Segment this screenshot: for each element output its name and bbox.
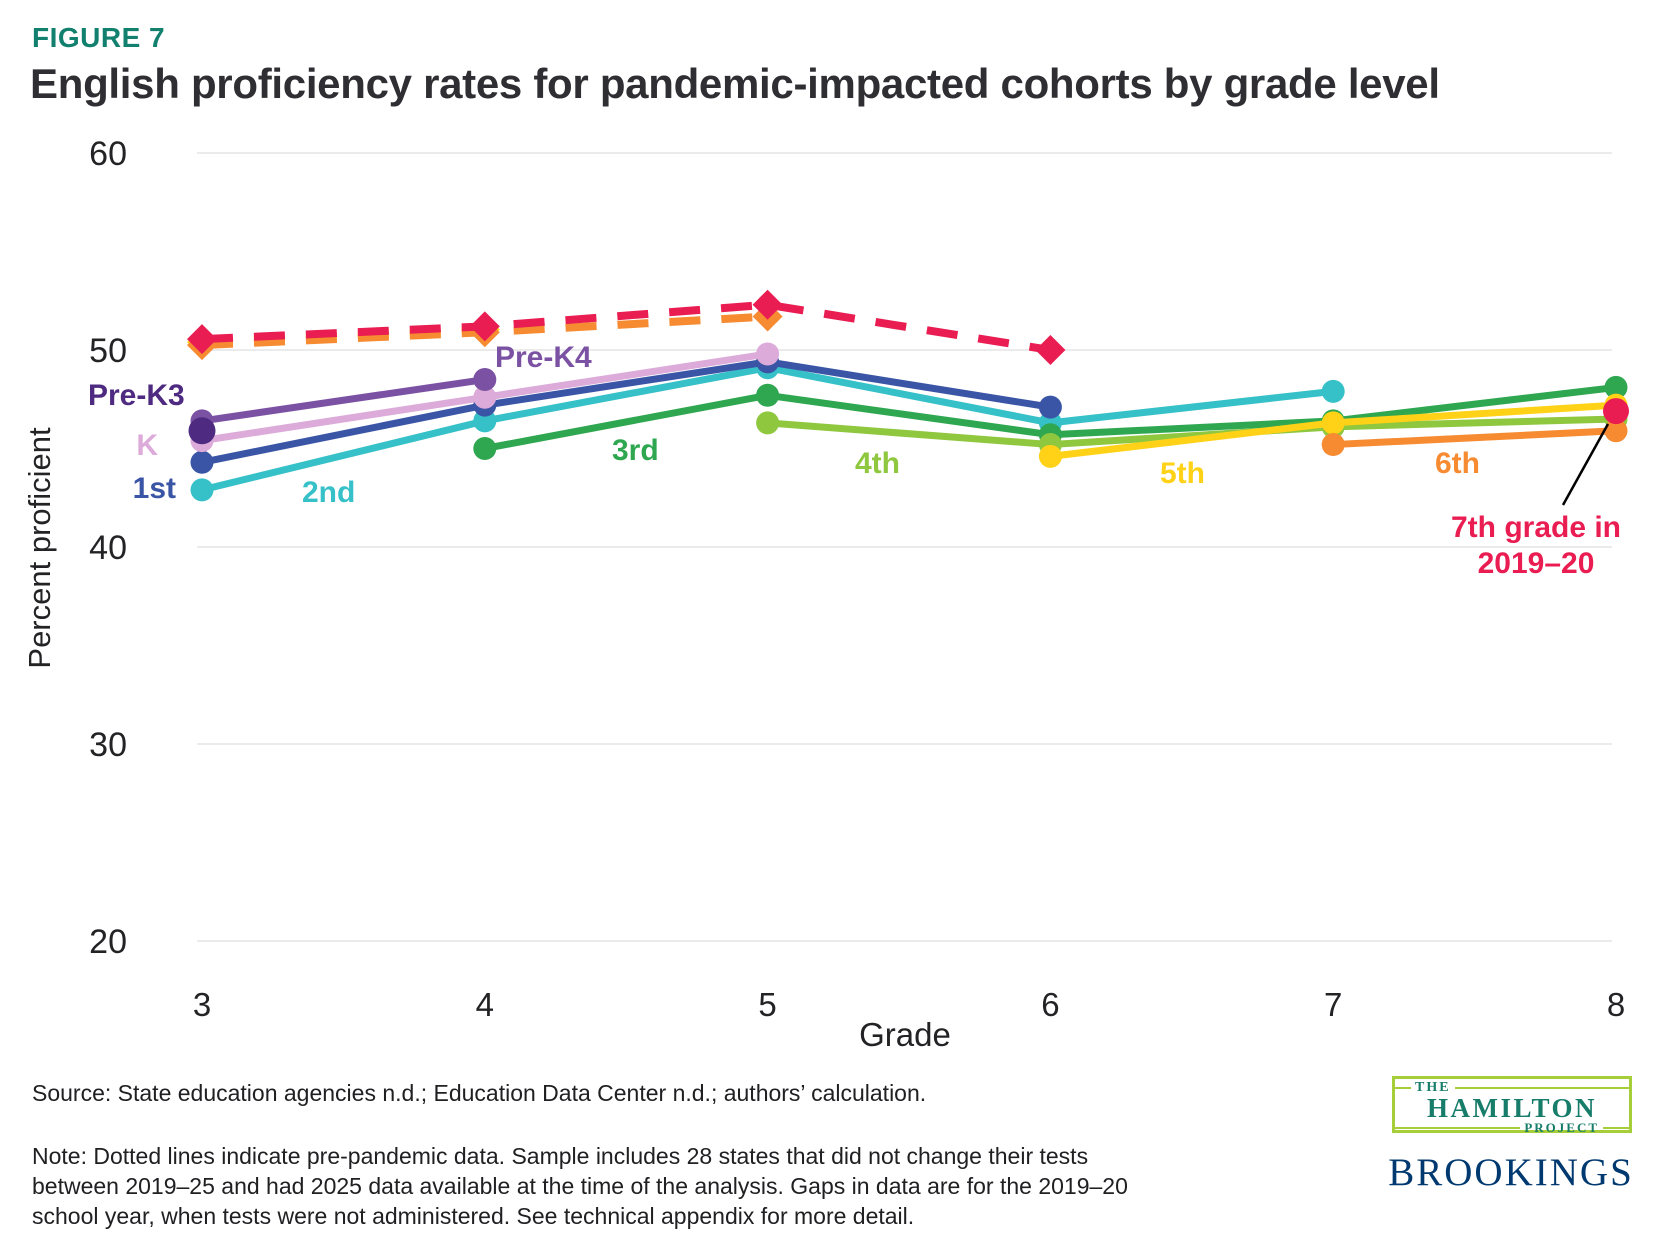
- annotation-text-line-2: 2019–20: [1478, 547, 1595, 580]
- series-dot-marker-3rd: [1604, 375, 1628, 399]
- annotation-leader-line: [1561, 423, 1610, 506]
- page-title: English proficiency rates for pandemic-i…: [30, 60, 1440, 107]
- series-dot-marker-3rd: [756, 383, 780, 407]
- series-dot-marker-pre-k4: [473, 368, 497, 392]
- series-label-pre-k3: Pre-K3: [88, 379, 185, 412]
- series-dot-marker-2nd: [190, 478, 214, 502]
- series-diamond-marker-7th-grade-in-2019-20: [187, 324, 217, 355]
- y-tick-label-60: 60: [89, 135, 127, 173]
- series-label-5th: 5th: [1160, 457, 1205, 490]
- series-diamond-marker-7th-grade-in-2019-20: [752, 289, 783, 320]
- series-label-1st: 1st: [133, 472, 176, 505]
- y-tick-label-20: 20: [89, 923, 127, 961]
- note-text: Note: Dotted lines indicate pre-pandemic…: [32, 1141, 1128, 1231]
- series-dot-marker-4th: [756, 411, 780, 435]
- series-line-4th: [764, 415, 1620, 449]
- note-line-2: between 2019–25 and had 2025 data availa…: [32, 1173, 1128, 1199]
- logo-rule: [1454, 1087, 1629, 1089]
- series-dot-marker-7th-grade-in-2019-20: [1603, 398, 1629, 425]
- x-axis-title: Grade: [859, 1016, 951, 1053]
- series-dot-marker-k: [756, 342, 780, 366]
- x-tick-label-6: 6: [1041, 986, 1059, 1023]
- hamilton-project-logo: THE HAMILTON PROJECT: [1392, 1076, 1632, 1136]
- hamilton-logo-the-row: THE: [1395, 1080, 1629, 1096]
- chart-canvas: 20 30 40 50 60 3 4 5 6 7 8 Grade Percent proficient 2…: [22, 135, 1629, 1053]
- note-line-1: Note: Dotted lines indicate pre-pandemic…: [32, 1143, 1089, 1169]
- figure-label: FIGURE 7: [32, 22, 166, 53]
- series-label-4th: 4th: [855, 447, 900, 480]
- source-text: Source: State education agencies n.d.; E…: [32, 1080, 927, 1106]
- series-dot-marker-1st: [190, 450, 214, 474]
- y-tick-label-30: 30: [89, 726, 127, 764]
- x-tick-label-3: 3: [193, 986, 211, 1023]
- brookings-logo: BROOKINGS: [1388, 1151, 1634, 1194]
- hamilton-logo-name: HAMILTON: [1426, 1093, 1598, 1123]
- series-dot-marker-1st: [1038, 395, 1062, 419]
- x-tick-label-4: 4: [476, 986, 494, 1023]
- y-tick-label-50: 50: [89, 332, 127, 370]
- y-axis-title: Percent proficient: [22, 427, 57, 669]
- annotation-text-line-1: 7th grade in: [1451, 511, 1621, 544]
- hamilton-logo-the: THE: [1415, 1080, 1451, 1095]
- series-diamond-marker-7th-grade-in-2019-20: [1035, 335, 1066, 365]
- series-dashed-line-5th: [201, 325, 485, 347]
- logo-rule: [1395, 1087, 1411, 1089]
- series-dot-marker-5th: [1321, 411, 1345, 435]
- y-tick-label-40: 40: [89, 529, 127, 567]
- x-tick-label-8: 8: [1607, 986, 1625, 1023]
- x-tick-label-7: 7: [1324, 986, 1342, 1023]
- series-line-1st: [198, 358, 1054, 466]
- series-dot-marker-6th: [1321, 433, 1345, 457]
- series-label-6th: 6th: [1435, 447, 1480, 480]
- series-diamond-marker-7th-grade-in-2019-20: [469, 311, 500, 342]
- series-line-6th: [1329, 427, 1620, 449]
- series-dot-marker-2nd: [473, 409, 497, 433]
- series-dot-marker-pre-k3: [188, 417, 216, 445]
- logo-rule: [1395, 1127, 1521, 1129]
- series-label-pre-k4: Pre-K4: [495, 341, 592, 374]
- series-dot-marker-6th: [1604, 419, 1628, 443]
- series-dashed-line-7th-grade-in-2019-20: [201, 300, 1052, 354]
- series-label-k: K: [136, 429, 158, 462]
- note-line-3: school year, when tests were not adminis…: [32, 1203, 915, 1229]
- series-dot-marker-5th: [1038, 444, 1062, 468]
- series-label-3rd: 3rd: [612, 434, 659, 467]
- logo-rule: [1603, 1127, 1629, 1129]
- proficiency-line-chart: 20 30 40 50 60 3 4 5 6 7 8 Grade Percent proficient 2…: [22, 135, 1629, 1053]
- x-tick-label-5: 5: [758, 986, 776, 1023]
- series-dot-marker-3rd: [473, 437, 497, 460]
- series-label-2nd: 2nd: [302, 476, 355, 509]
- series-dot-marker-2nd: [1321, 379, 1345, 403]
- hamilton-logo-project: PROJECT: [1524, 1120, 1599, 1135]
- hamilton-logo-project-row: PROJECT: [1395, 1120, 1629, 1136]
- series-line-pre-k4: [198, 376, 489, 425]
- series-dot-marker-k: [473, 385, 497, 409]
